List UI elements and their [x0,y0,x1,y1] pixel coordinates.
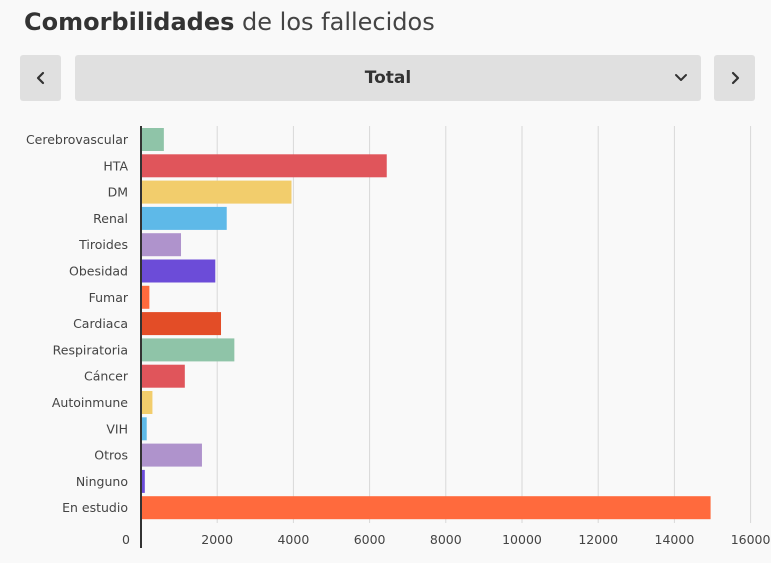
bar [141,128,164,151]
bar [141,338,235,362]
next-button[interactable] [714,55,755,101]
category-label: En estudio [62,500,128,515]
bar [141,469,145,493]
chevron-right-icon [731,71,739,85]
category-label: VIH [106,421,128,436]
category-label: HTA [103,158,128,173]
category-label: Autoinmune [52,395,128,410]
category-label: Cáncer [84,369,129,384]
grid-lines [216,126,752,523]
category-label: Ninguno [76,474,128,489]
category-label: Fumar [89,290,129,305]
bar [141,312,222,336]
chart-title: Comorbilidades de los fallecidos [24,8,435,36]
category-label: Otros [94,448,128,463]
x-tick-label: 8000 [430,532,462,547]
x-tick-label: 12000 [578,532,618,547]
title-bold: Comorbilidades [24,8,235,36]
x-tick-label: 14000 [655,532,695,547]
bar-chart: Cerebrovascular HTA DM Renal Tiroides Obesida… [26,126,771,548]
category-label: Cerebrovascular [26,132,129,147]
chevron-left-icon [36,71,44,85]
x-tick-label: 16000 [731,532,771,547]
title-rest: de los fallecidos [234,8,435,36]
bar [141,233,182,257]
x-tick-label: 0 [122,532,130,547]
bars [141,128,711,520]
x-tick-label: 4000 [277,532,309,547]
select-value: Total [364,68,412,88]
x-tick-label: 10000 [502,532,542,547]
bar [141,417,147,441]
category-label: Cardiaca [73,316,128,331]
bar [141,180,292,204]
category-label: Tiroides [78,237,128,252]
chevron-down-icon [673,70,689,86]
category-label: Renal [93,211,128,226]
bar [141,206,227,230]
tick-labels: 0 2000 4000 6000 8000 10000 12000 14000 16000 [122,532,770,547]
bar [141,496,711,520]
category-label: DM [108,185,128,200]
category-labels: Cerebrovascular HTA DM Renal Tiroides Obesida… [26,132,129,515]
bar [141,391,153,414]
x-tick-label: 6000 [354,532,386,547]
bar [141,154,387,178]
bar [141,443,202,467]
category-label: Respiratoria [53,342,128,357]
category-select[interactable]: Total [75,55,701,101]
prev-button[interactable] [20,55,61,101]
category-label: Obesidad [69,264,128,279]
bar [141,364,185,388]
x-tick-label: 2000 [201,532,233,547]
bar [141,285,150,309]
bar [141,259,216,283]
